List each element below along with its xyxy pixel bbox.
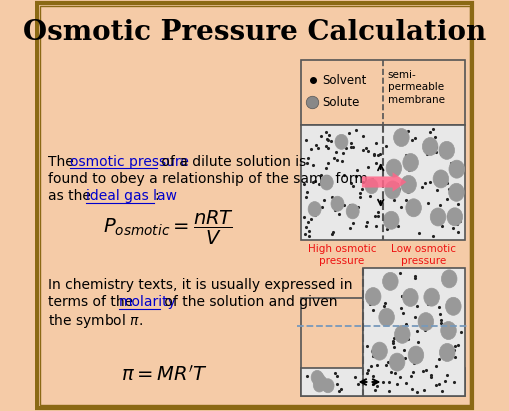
- Circle shape: [313, 378, 325, 392]
- Text: In chemistry texts, it is usually expressed in: In chemistry texts, it is usually expres…: [48, 278, 352, 292]
- Circle shape: [372, 342, 387, 360]
- Circle shape: [331, 196, 344, 211]
- Circle shape: [441, 270, 457, 288]
- Circle shape: [320, 175, 333, 190]
- Circle shape: [335, 134, 348, 149]
- Bar: [363, 268, 466, 396]
- Circle shape: [393, 129, 409, 147]
- Circle shape: [422, 138, 438, 155]
- Circle shape: [389, 353, 405, 371]
- Text: ideal gas law: ideal gas law: [86, 189, 177, 203]
- Circle shape: [430, 208, 446, 226]
- Circle shape: [406, 199, 421, 217]
- Text: $\pi = MR'T$: $\pi = MR'T$: [121, 365, 208, 385]
- Text: of the solution and given: of the solution and given: [160, 295, 337, 309]
- Circle shape: [433, 170, 448, 188]
- Text: osmotic pressure: osmotic pressure: [70, 155, 189, 169]
- Circle shape: [449, 160, 465, 178]
- Text: The: The: [48, 155, 78, 169]
- Text: semi-
permeable
membrane: semi- permeable membrane: [388, 70, 445, 105]
- Circle shape: [447, 208, 463, 226]
- Circle shape: [383, 211, 399, 229]
- Circle shape: [385, 181, 401, 199]
- Circle shape: [441, 321, 456, 339]
- Text: the symbol $\pi$.: the symbol $\pi$.: [48, 312, 143, 330]
- Text: Solvent: Solvent: [322, 74, 366, 86]
- Text: Low osmotic
pressure: Low osmotic pressure: [391, 244, 457, 266]
- Circle shape: [322, 379, 334, 393]
- Circle shape: [445, 297, 461, 315]
- Text: Osmotic Pressure Calculation: Osmotic Pressure Calculation: [23, 19, 486, 46]
- Circle shape: [311, 370, 323, 384]
- Bar: [301, 125, 466, 240]
- Circle shape: [346, 204, 359, 219]
- Circle shape: [313, 373, 325, 387]
- Circle shape: [316, 376, 328, 390]
- Circle shape: [439, 141, 455, 159]
- Circle shape: [439, 344, 455, 361]
- Text: terms of the: terms of the: [48, 295, 137, 309]
- Circle shape: [383, 272, 398, 291]
- Text: of a dilute solution is: of a dilute solution is: [157, 155, 306, 169]
- Text: $P_{osmotic} = \dfrac{nRT}{V}$: $P_{osmotic} = \dfrac{nRT}{V}$: [103, 209, 234, 247]
- FancyArrowPatch shape: [362, 172, 407, 192]
- Circle shape: [448, 183, 464, 201]
- Circle shape: [379, 308, 394, 326]
- Text: Solute: Solute: [322, 95, 359, 109]
- Circle shape: [408, 346, 423, 364]
- Text: as the: as the: [48, 189, 95, 203]
- Text: molarity: molarity: [119, 295, 177, 309]
- Bar: [301, 298, 363, 396]
- Circle shape: [365, 288, 381, 306]
- Circle shape: [424, 288, 439, 306]
- Circle shape: [308, 201, 321, 217]
- Circle shape: [386, 159, 402, 177]
- Circle shape: [401, 175, 416, 194]
- Text: High osmotic
pressure: High osmotic pressure: [307, 244, 376, 266]
- Text: :: :: [154, 189, 159, 203]
- Circle shape: [394, 326, 410, 343]
- Circle shape: [403, 289, 418, 307]
- Circle shape: [418, 313, 434, 330]
- Circle shape: [403, 154, 418, 171]
- Circle shape: [365, 179, 378, 194]
- Bar: [301, 60, 466, 125]
- Bar: [301, 368, 466, 396]
- Text: found to obey a relationship of the same form: found to obey a relationship of the same…: [48, 172, 367, 186]
